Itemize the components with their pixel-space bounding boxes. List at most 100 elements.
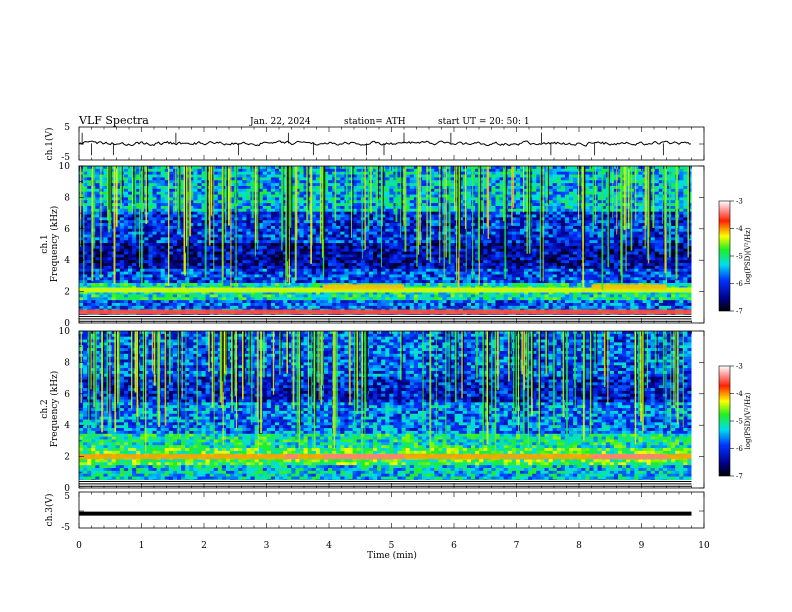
spectrogram-cell [466,183,472,187]
spectrogram-cell [119,228,125,233]
spectrogram-cell [487,183,493,187]
spectrogram-cell [148,203,154,207]
spectrogram-cell [556,177,562,181]
spectrogram-cell [291,188,297,193]
spectrogram-cell [266,168,272,173]
spectrogram-cell [360,245,366,250]
spectrogram-cell [213,220,219,224]
spectrogram-cell [87,240,92,244]
spectrogram-cell [303,177,309,181]
spectrogram-cell [213,168,219,173]
spectrogram-cell [144,237,150,241]
spectrogram-cell [360,228,366,233]
spectrogram-cell [352,231,358,236]
spectrogram-cell [275,183,280,187]
spectrogram-cell [258,174,264,179]
spectrogram-cell [189,200,194,204]
spectrogram-cell [295,254,301,258]
spectrogram-cell [168,211,174,216]
spectrogram-cell [520,208,525,213]
spectrogram-cell [238,228,243,233]
spectrogram-cell [156,185,162,190]
spectrogram-cell [270,208,276,213]
spectrogram-cell [160,225,166,230]
spectrogram-cell [475,166,480,170]
spectrogram-cell [397,237,403,241]
spectrogram-cell [515,174,521,179]
spectrogram-cell [328,171,333,176]
spectrogram-cell [511,245,517,250]
spectrogram-cell [364,223,370,227]
spectrogram-cell [254,191,260,196]
spectrogram-cell [536,177,542,181]
spectrogram-cell [426,174,431,179]
spectrogram-cell [128,205,133,210]
spectrogram-cell [658,185,664,190]
spectrogram-cell [242,205,248,210]
spectrogram-cell [573,251,578,256]
spectrogram-cell [291,248,297,253]
spectrogram-cell [132,228,137,233]
spectrogram-cell [307,197,313,201]
spectrogram-cell [136,211,141,216]
spectrogram-cell [242,168,248,173]
spectrogram-cell [413,208,419,213]
spectrogram-cell [168,231,174,236]
spectrogram-cell [266,188,272,193]
spectrogram-cell [560,208,566,213]
spectrogram-cell [658,211,664,216]
spectrogram-cell [389,194,395,198]
spectrogram-cell [524,225,529,230]
spectrogram-cell [495,203,501,207]
spectrogram-cell [589,211,595,216]
spectrogram-cell [520,240,525,244]
spectrogram-cell [103,243,109,247]
spectrogram-cell [336,223,341,227]
spectrogram-cell [152,197,158,201]
spectrogram-cell [397,208,403,213]
spectrogram-cell [475,205,480,210]
spectrogram-cell [189,234,194,238]
spectrogram-cell [499,223,505,227]
spectrogram-cell [258,200,264,204]
spectrogram-cell [364,237,370,241]
spectrogram-cell [560,171,566,176]
spectrogram-cell [246,166,252,170]
spectrogram-cell [226,251,231,256]
spectrogram-cell [332,211,337,216]
spectrogram-cell [303,166,309,170]
spectrogram-cell [209,234,215,238]
spectrogram-cell [434,197,439,201]
spectrogram-cell [479,166,484,170]
spectrogram-cell [352,228,358,233]
spectrogram-cell [589,180,595,184]
spectrogram-cell [291,185,297,190]
spectrogram-cell [683,174,689,179]
spectrogram-cell [348,245,354,250]
spectrogram-cell [189,174,194,179]
spectrogram-cell [679,225,684,230]
spectrogram-cell [511,231,517,236]
spectrogram-cell [356,180,362,184]
spectrogram-cell [177,243,182,247]
spectrogram-cell [609,217,615,221]
spectrogram-cell [409,220,415,224]
spectrogram-cell [205,254,211,258]
spectrogram-cell [491,174,497,179]
spectrogram-cell [671,240,676,244]
spectrogram-cell [409,237,415,241]
spectrogram-cell [548,211,554,216]
spectrogram-cell [181,228,186,233]
spectrogram-cell [671,203,676,207]
spectrogram-cell [679,174,684,179]
spectrogram-cell [275,180,280,184]
spectrogram-cell [79,166,84,170]
spectrogram-cell [458,223,464,227]
spectrogram-cell [552,171,558,176]
spectrogram-cell [181,197,186,201]
spectrogram-cell [311,205,317,210]
spectrogram-cell [315,177,321,181]
spectrogram-cell [328,208,333,213]
spectrogram-cell [217,220,223,224]
spectrogram-cell [532,171,537,176]
